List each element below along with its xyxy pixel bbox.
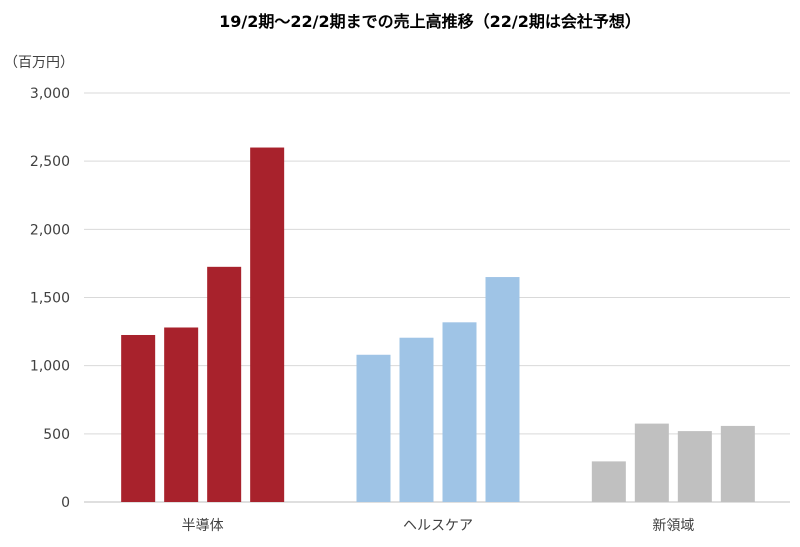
bar [485,277,520,502]
bar [164,327,199,502]
bar [591,461,626,502]
y-tick-label: 500 [43,427,70,443]
bar [399,337,434,502]
bar [356,354,391,502]
bar [442,322,477,502]
x-axis-ticks: 半導体 ヘルスケア 新領域 [182,517,695,534]
y-axis-ticks: 0 500 1,000 1,500 2,000 2,500 3,000 [30,86,70,511]
y-axis-unit-label: （百万円） [4,55,74,71]
gridlines [84,92,790,503]
bar [121,334,156,502]
bars [121,147,755,503]
y-tick-label: 1,000 [30,359,70,375]
bar [634,423,669,502]
y-tick-label: 1,500 [30,291,70,307]
y-tick-label: 3,000 [30,86,70,102]
y-tick-label: 2,000 [30,222,70,238]
bar [677,431,712,502]
y-tick-label: 0 [61,495,70,511]
bar [720,425,755,502]
x-tick-label: 新領域 [652,517,694,534]
y-tick-label: 2,500 [30,154,70,170]
x-tick-label: 半導体 [182,518,224,534]
bar [250,147,285,503]
x-tick-label: ヘルスケア [403,518,473,534]
chart-title: 19/2期〜22/2期までの売上高推移（22/2期は会社予想） [219,12,641,31]
bar [207,266,242,502]
